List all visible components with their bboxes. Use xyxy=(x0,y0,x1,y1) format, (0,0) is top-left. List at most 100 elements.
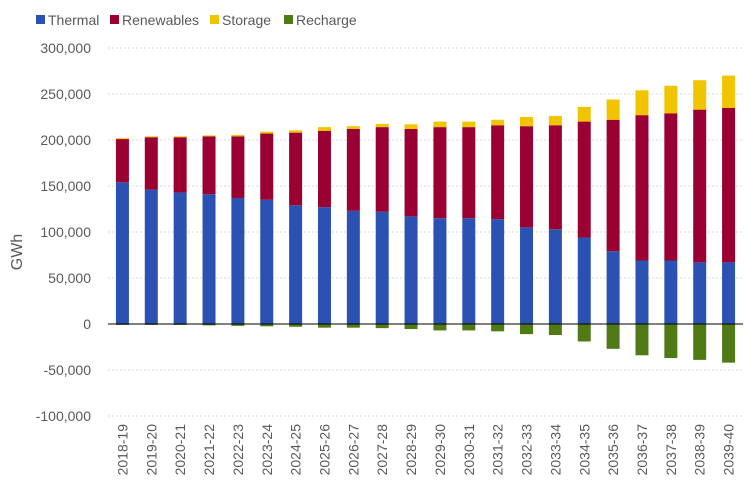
bar-recharge-2030-31 xyxy=(462,324,476,331)
y-axis-title: GWh xyxy=(9,234,26,270)
bar-thermal-2031-32 xyxy=(491,219,505,324)
bar-storage-2038-39 xyxy=(693,80,707,110)
bar-renewables-2037-38 xyxy=(664,113,678,261)
bar-renewables-2027-28 xyxy=(375,127,389,212)
x-tick-label: 2021-22 xyxy=(201,424,217,476)
bar-thermal-2019-20 xyxy=(144,189,158,324)
y-tick-label: 150,000 xyxy=(40,178,91,194)
bar-recharge-2031-32 xyxy=(491,324,505,332)
bar-recharge-2026-27 xyxy=(346,324,360,328)
bar-thermal-2022-23 xyxy=(231,197,245,324)
y-axis-ticks: 300,000 250,000 200,000 150,000 100,000 50,00… xyxy=(36,40,91,424)
bar-thermal-2029-30 xyxy=(433,218,447,324)
y-tick-label: 100,000 xyxy=(40,224,91,240)
bar-renewables-2030-31 xyxy=(462,127,476,219)
bar-storage-2029-30 xyxy=(433,121,447,128)
bar-thermal-2038-39 xyxy=(693,262,707,324)
bar-renewables-2019-20 xyxy=(144,137,158,190)
bar-recharge-2033-34 xyxy=(548,324,562,336)
bar-recharge-2027-28 xyxy=(375,324,389,329)
y-tick-label: 200,000 xyxy=(40,132,91,148)
bar-renewables-2025-26 xyxy=(317,130,331,208)
x-tick-label: 2024-25 xyxy=(288,424,304,476)
bar-storage-2035-36 xyxy=(606,99,620,120)
x-tick-label: 2038-39 xyxy=(692,424,708,476)
x-tick-label: 2031-32 xyxy=(490,424,506,476)
x-tick-label: 2025-26 xyxy=(316,424,332,476)
bar-thermal-2036-37 xyxy=(635,260,649,324)
bar-storage-2039-40 xyxy=(722,75,736,108)
bar-recharge-2023-24 xyxy=(260,324,274,327)
bar-storage-2031-32 xyxy=(491,119,505,126)
bar-thermal-2026-27 xyxy=(346,210,360,324)
legend: Thermal Renewables Storage Recharge xyxy=(36,12,357,28)
legend-swatch-recharge xyxy=(284,15,293,24)
bar-storage-2018-19 xyxy=(115,138,129,140)
bar-storage-2034-35 xyxy=(577,106,591,122)
bar-recharge-2035-36 xyxy=(606,324,620,349)
bar-storage-2022-23 xyxy=(231,134,245,137)
bar-recharge-2038-39 xyxy=(693,324,707,360)
x-tick-label: 2029-30 xyxy=(432,424,448,476)
bar-storage-2023-24 xyxy=(260,131,274,134)
bar-renewables-2033-34 xyxy=(548,125,562,230)
legend-label-renewables: Renewables xyxy=(122,12,199,28)
bar-thermal-2027-28 xyxy=(375,211,389,324)
bar-thermal-2025-26 xyxy=(317,207,331,324)
y-tick-label: 0 xyxy=(83,316,91,332)
y-tick-label: 250,000 xyxy=(40,86,91,102)
bar-renewables-2038-39 xyxy=(693,109,707,263)
bar-thermal-2034-35 xyxy=(577,237,591,324)
bar-renewables-2020-21 xyxy=(173,137,187,193)
bar-renewables-2032-33 xyxy=(520,126,534,228)
bar-storage-2028-29 xyxy=(404,124,418,129)
x-tick-label: 2032-33 xyxy=(519,424,535,476)
bar-recharge-2039-40 xyxy=(722,324,736,363)
x-tick-label: 2033-34 xyxy=(547,424,563,476)
bar-thermal-2028-29 xyxy=(404,216,418,324)
x-tick-label: 2019-20 xyxy=(143,424,159,476)
x-axis-ticks: 2018-19 2019-20 2020-21 2021-22 2022-23 2023-… xyxy=(114,424,736,476)
bar-thermal-2033-34 xyxy=(548,229,562,324)
x-tick-label: 2020-21 xyxy=(172,424,188,476)
bar-recharge-2037-38 xyxy=(664,324,678,359)
x-tick-label: 2026-27 xyxy=(345,424,361,476)
x-tick-label: 2030-31 xyxy=(461,424,477,476)
bar-renewables-2028-29 xyxy=(404,128,418,217)
bar-storage-2036-37 xyxy=(635,90,649,116)
bar-renewables-2021-22 xyxy=(202,136,216,195)
bar-storage-2027-28 xyxy=(375,123,389,128)
bar-renewables-2023-24 xyxy=(260,133,274,200)
bar-recharge-2021-22 xyxy=(202,324,216,326)
bar-recharge-2028-29 xyxy=(404,324,418,330)
bar-thermal-2037-38 xyxy=(664,260,678,324)
bar-storage-2020-21 xyxy=(173,136,187,138)
bar-renewables-2031-32 xyxy=(491,125,505,220)
x-tick-label: 2035-36 xyxy=(605,424,621,476)
bar-recharge-2024-25 xyxy=(289,324,303,327)
x-tick-label: 2037-38 xyxy=(663,424,679,476)
x-tick-label: 2027-28 xyxy=(374,424,390,476)
y-tick-label: -100,000 xyxy=(36,408,91,424)
bar-renewables-2035-36 xyxy=(606,119,620,252)
bar-recharge-2036-37 xyxy=(635,324,649,356)
bar-storage-2033-34 xyxy=(548,116,562,126)
x-tick-label: 2028-29 xyxy=(403,424,419,476)
bar-renewables-2018-19 xyxy=(115,139,129,183)
bar-storage-2030-31 xyxy=(462,121,476,128)
legend-label-recharge: Recharge xyxy=(296,12,357,28)
y-tick-label: -50,000 xyxy=(44,362,92,378)
bar-storage-2024-25 xyxy=(289,130,303,133)
legend-swatch-thermal xyxy=(36,15,45,24)
y-tick-label: 50,000 xyxy=(48,270,91,286)
bar-renewables-2039-40 xyxy=(722,107,736,263)
legend-swatch-storage xyxy=(210,15,219,24)
bar-thermal-2018-19 xyxy=(115,182,129,324)
bar-thermal-2035-36 xyxy=(606,251,620,324)
legend-label-storage: Storage xyxy=(222,12,271,28)
bar-recharge-2032-33 xyxy=(520,324,534,335)
legend-swatch-renewables xyxy=(110,15,119,24)
x-tick-label: 2022-23 xyxy=(230,424,246,476)
